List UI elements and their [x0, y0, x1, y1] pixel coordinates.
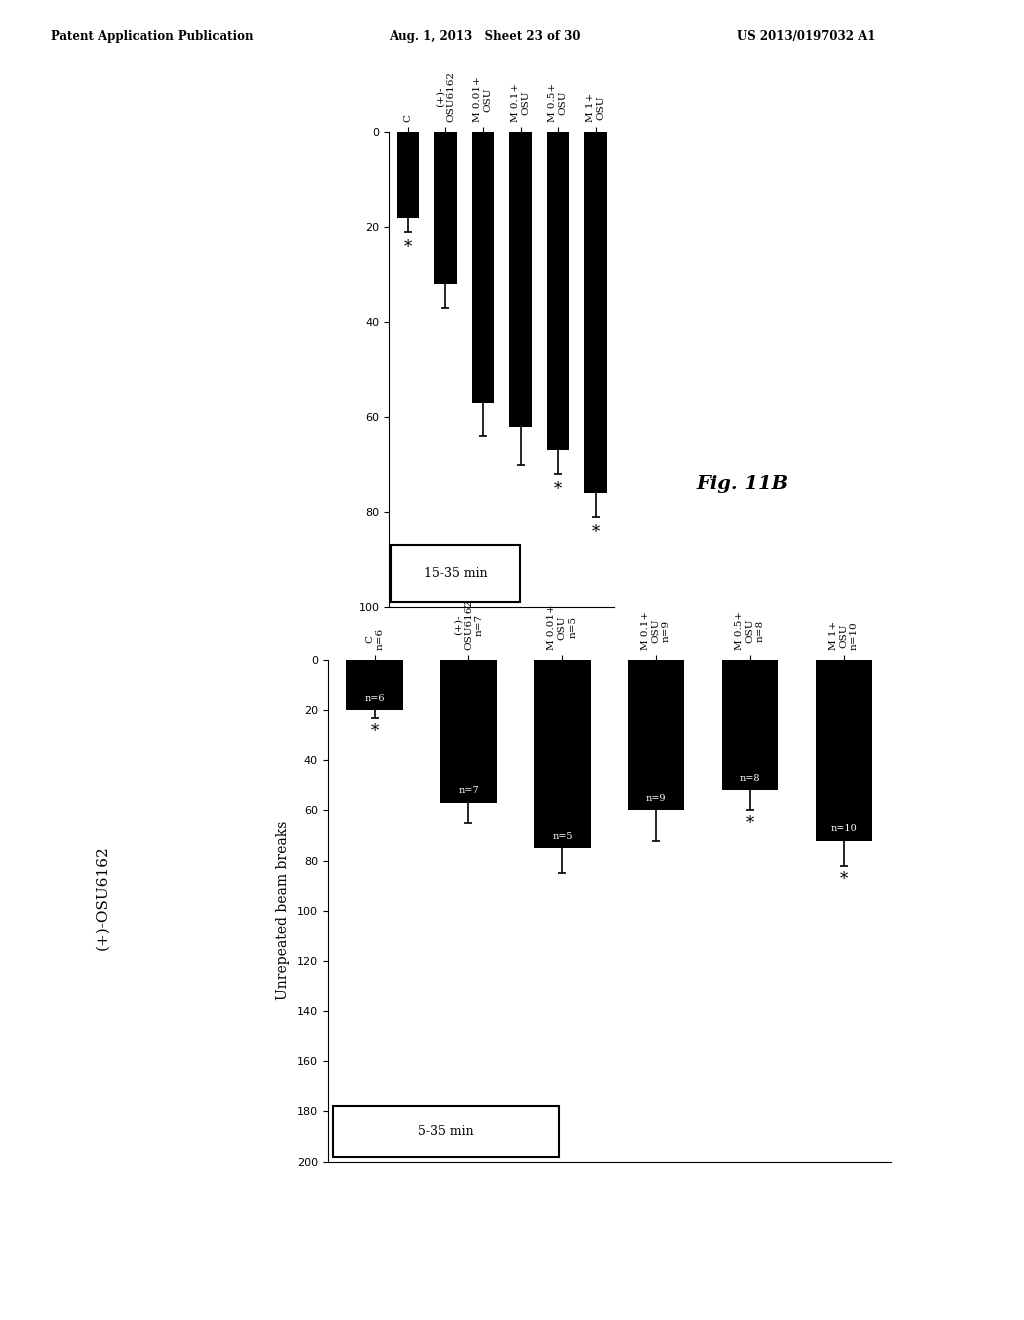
Bar	[585, 132, 607, 494]
Text: n=6: n=6	[365, 693, 385, 702]
Bar	[535, 660, 591, 849]
Bar	[434, 132, 457, 284]
Bar	[816, 660, 872, 841]
Bar	[346, 660, 402, 710]
Text: *: *	[840, 871, 848, 887]
Text: *: *	[592, 524, 600, 541]
FancyBboxPatch shape	[391, 545, 520, 602]
Text: 15-35 min: 15-35 min	[424, 568, 487, 581]
Text: n=8: n=8	[739, 774, 761, 783]
Bar	[509, 132, 531, 426]
Text: Patent Application Publication: Patent Application Publication	[51, 30, 254, 44]
Text: *: *	[371, 723, 379, 739]
Text: *: *	[554, 482, 562, 498]
FancyBboxPatch shape	[334, 1106, 559, 1156]
Text: n=7: n=7	[458, 787, 479, 796]
Bar	[472, 132, 495, 403]
Bar	[396, 132, 419, 218]
Bar	[722, 660, 778, 791]
Text: *: *	[403, 239, 412, 256]
Y-axis label: Unrepeated beam breaks: Unrepeated beam breaks	[275, 821, 290, 1001]
Text: 5-35 min: 5-35 min	[418, 1125, 474, 1138]
Text: Fig. 11B: Fig. 11B	[696, 475, 788, 494]
Text: *: *	[745, 816, 755, 833]
Text: Aug. 1, 2013   Sheet 23 of 30: Aug. 1, 2013 Sheet 23 of 30	[389, 30, 581, 44]
Bar	[440, 660, 497, 803]
Bar	[547, 132, 569, 450]
Text: n=5: n=5	[552, 832, 572, 841]
Text: n=9: n=9	[646, 793, 667, 803]
Text: n=10: n=10	[830, 824, 857, 833]
Text: (+)-OSU6162: (+)-OSU6162	[95, 845, 110, 950]
Text: US 2013/0197032 A1: US 2013/0197032 A1	[737, 30, 876, 44]
Bar	[628, 660, 684, 810]
